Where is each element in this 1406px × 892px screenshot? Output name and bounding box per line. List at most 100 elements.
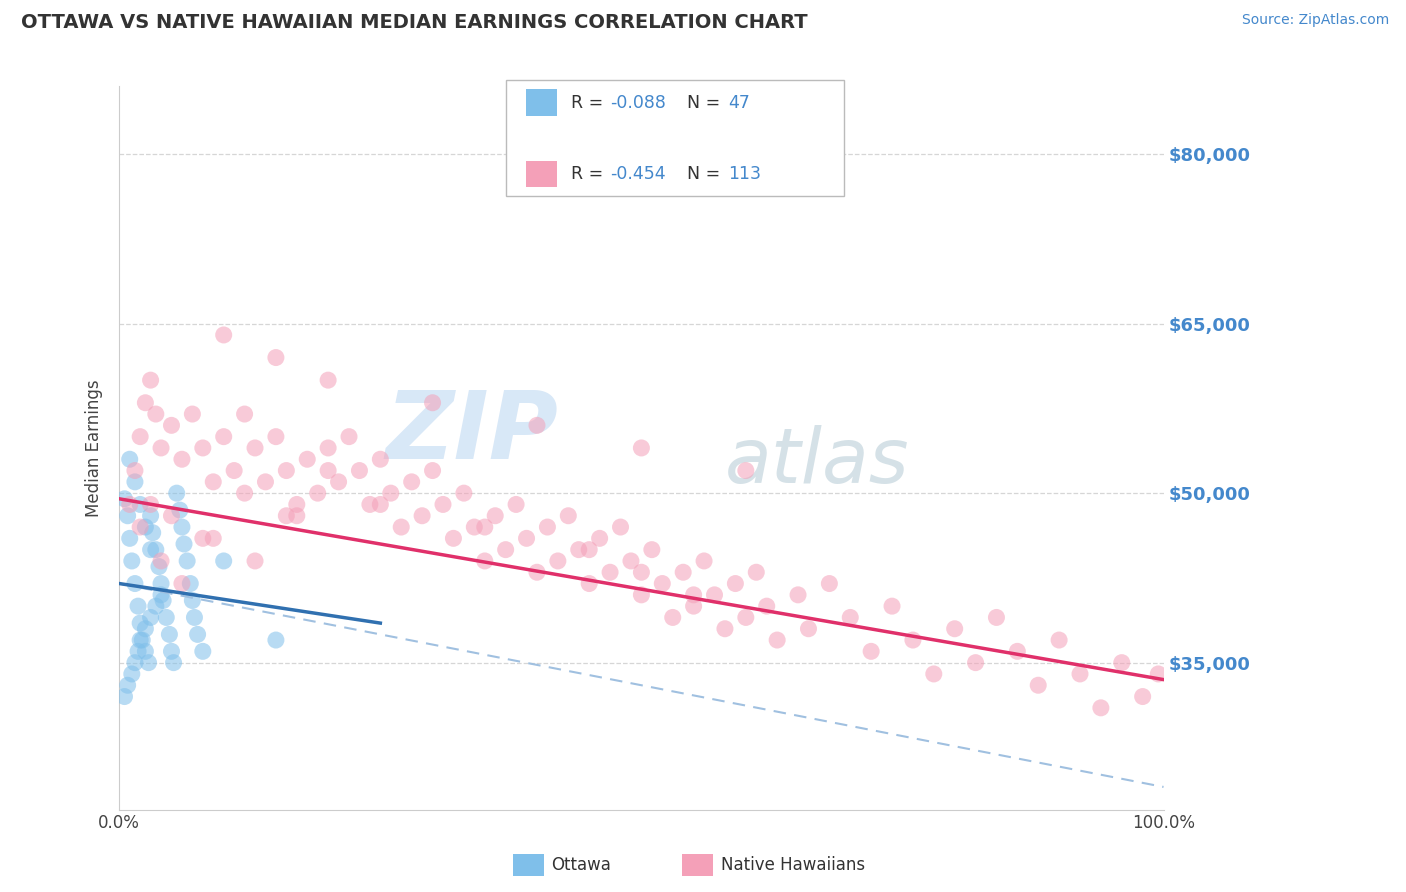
Point: [316, 441, 339, 455]
Text: N =: N =: [676, 165, 725, 183]
Point: [463, 520, 485, 534]
Point: [187, 627, 209, 641]
Point: [1026, 678, 1049, 692]
Point: [150, 441, 173, 455]
Point: [1147, 667, 1170, 681]
Point: [142, 525, 165, 540]
Text: -0.454: -0.454: [610, 165, 666, 183]
Point: [139, 498, 162, 512]
Point: [176, 554, 198, 568]
Point: [1090, 701, 1112, 715]
Point: [474, 520, 496, 534]
Point: [734, 610, 756, 624]
Point: [264, 351, 287, 365]
Point: [703, 588, 725, 602]
Point: [181, 593, 204, 607]
Point: [422, 464, 444, 478]
Point: [672, 566, 695, 580]
Text: -0.088: -0.088: [610, 94, 666, 112]
Point: [661, 610, 683, 624]
Point: [212, 328, 235, 343]
Point: [173, 537, 195, 551]
Point: [651, 576, 673, 591]
Point: [124, 464, 146, 478]
Point: [145, 599, 167, 614]
Point: [349, 464, 371, 478]
Point: [233, 407, 256, 421]
Point: [755, 599, 778, 614]
Point: [134, 396, 156, 410]
Point: [1132, 690, 1154, 704]
Point: [724, 576, 747, 591]
Point: [212, 554, 235, 568]
Point: [179, 576, 201, 591]
Point: [682, 599, 704, 614]
Point: [160, 508, 183, 523]
Point: [714, 622, 737, 636]
Point: [169, 503, 191, 517]
Point: [745, 566, 768, 580]
Point: [114, 491, 136, 506]
Point: [495, 542, 517, 557]
Point: [145, 407, 167, 421]
Point: [1111, 656, 1133, 670]
Point: [609, 520, 631, 534]
Point: [505, 498, 527, 512]
Point: [243, 554, 266, 568]
Point: [129, 520, 152, 534]
Point: [127, 644, 149, 658]
Point: [630, 441, 652, 455]
Point: [118, 452, 141, 467]
Point: [183, 610, 205, 624]
Point: [285, 498, 308, 512]
Point: [370, 452, 392, 467]
Text: Native Hawaiians: Native Hawaiians: [721, 856, 866, 874]
Point: [264, 430, 287, 444]
Point: [148, 559, 170, 574]
Point: [297, 452, 319, 467]
Point: [117, 678, 139, 692]
Point: [254, 475, 277, 489]
Point: [145, 542, 167, 557]
Point: [124, 576, 146, 591]
Point: [157, 627, 180, 641]
Point: [276, 508, 298, 523]
Point: [191, 441, 214, 455]
Point: [359, 498, 381, 512]
Point: [285, 508, 308, 523]
Point: [138, 656, 160, 670]
Point: [243, 441, 266, 455]
Point: [453, 486, 475, 500]
Point: [401, 475, 423, 489]
Text: R =: R =: [571, 165, 609, 183]
Point: [839, 610, 862, 624]
Point: [276, 464, 298, 478]
Text: 47: 47: [728, 94, 751, 112]
Point: [117, 508, 139, 523]
Point: [557, 508, 579, 523]
Point: [389, 520, 412, 534]
Point: [118, 498, 141, 512]
Text: N =: N =: [676, 94, 725, 112]
Point: [170, 452, 193, 467]
Point: [316, 373, 339, 387]
Point: [118, 532, 141, 546]
Text: R =: R =: [571, 94, 609, 112]
Text: Source: ZipAtlas.com: Source: ZipAtlas.com: [1241, 13, 1389, 28]
Point: [787, 588, 810, 602]
Point: [129, 430, 152, 444]
Point: [484, 508, 506, 523]
Point: [131, 633, 153, 648]
Text: OTTAWA VS NATIVE HAWAIIAN MEDIAN EARNINGS CORRELATION CHART: OTTAWA VS NATIVE HAWAIIAN MEDIAN EARNING…: [21, 13, 807, 32]
Point: [121, 554, 143, 568]
Point: [474, 554, 496, 568]
Point: [620, 554, 643, 568]
Point: [134, 622, 156, 636]
Point: [162, 656, 184, 670]
Text: Ottawa: Ottawa: [551, 856, 612, 874]
Point: [316, 464, 339, 478]
Y-axis label: Median Earnings: Median Earnings: [86, 379, 103, 516]
Point: [129, 616, 152, 631]
Point: [432, 498, 454, 512]
Point: [1069, 667, 1091, 681]
